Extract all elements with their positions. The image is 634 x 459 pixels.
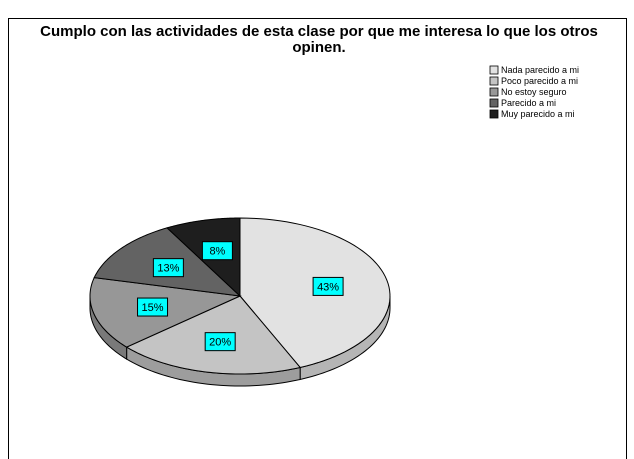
legend-swatch bbox=[489, 65, 499, 75]
legend-swatch bbox=[489, 109, 499, 119]
frame bbox=[8, 18, 627, 459]
data-label: 43% bbox=[317, 281, 339, 293]
legend-swatch bbox=[489, 76, 499, 86]
data-label-box bbox=[152, 258, 184, 278]
legend-swatch bbox=[489, 87, 499, 97]
data-label-box bbox=[137, 297, 169, 317]
legend-label: Parecido a mi bbox=[501, 98, 556, 108]
data-label: 20% bbox=[209, 337, 231, 349]
legend-label: Nada parecido a mi bbox=[501, 65, 579, 75]
legend-label: Poco parecido a mi bbox=[501, 76, 578, 86]
legend-label: No estoy seguro bbox=[501, 87, 567, 97]
data-label-box bbox=[312, 276, 344, 296]
data-label-box bbox=[201, 241, 233, 261]
data-label-box bbox=[204, 332, 236, 352]
legend-label: Muy parecido a mi bbox=[501, 109, 575, 119]
chart-title: Cumplo con las actividades de esta clase… bbox=[40, 23, 598, 56]
data-label: 8% bbox=[209, 246, 225, 258]
data-label: 15% bbox=[142, 302, 164, 314]
legend-swatch bbox=[489, 98, 499, 108]
data-label: 13% bbox=[157, 263, 179, 275]
